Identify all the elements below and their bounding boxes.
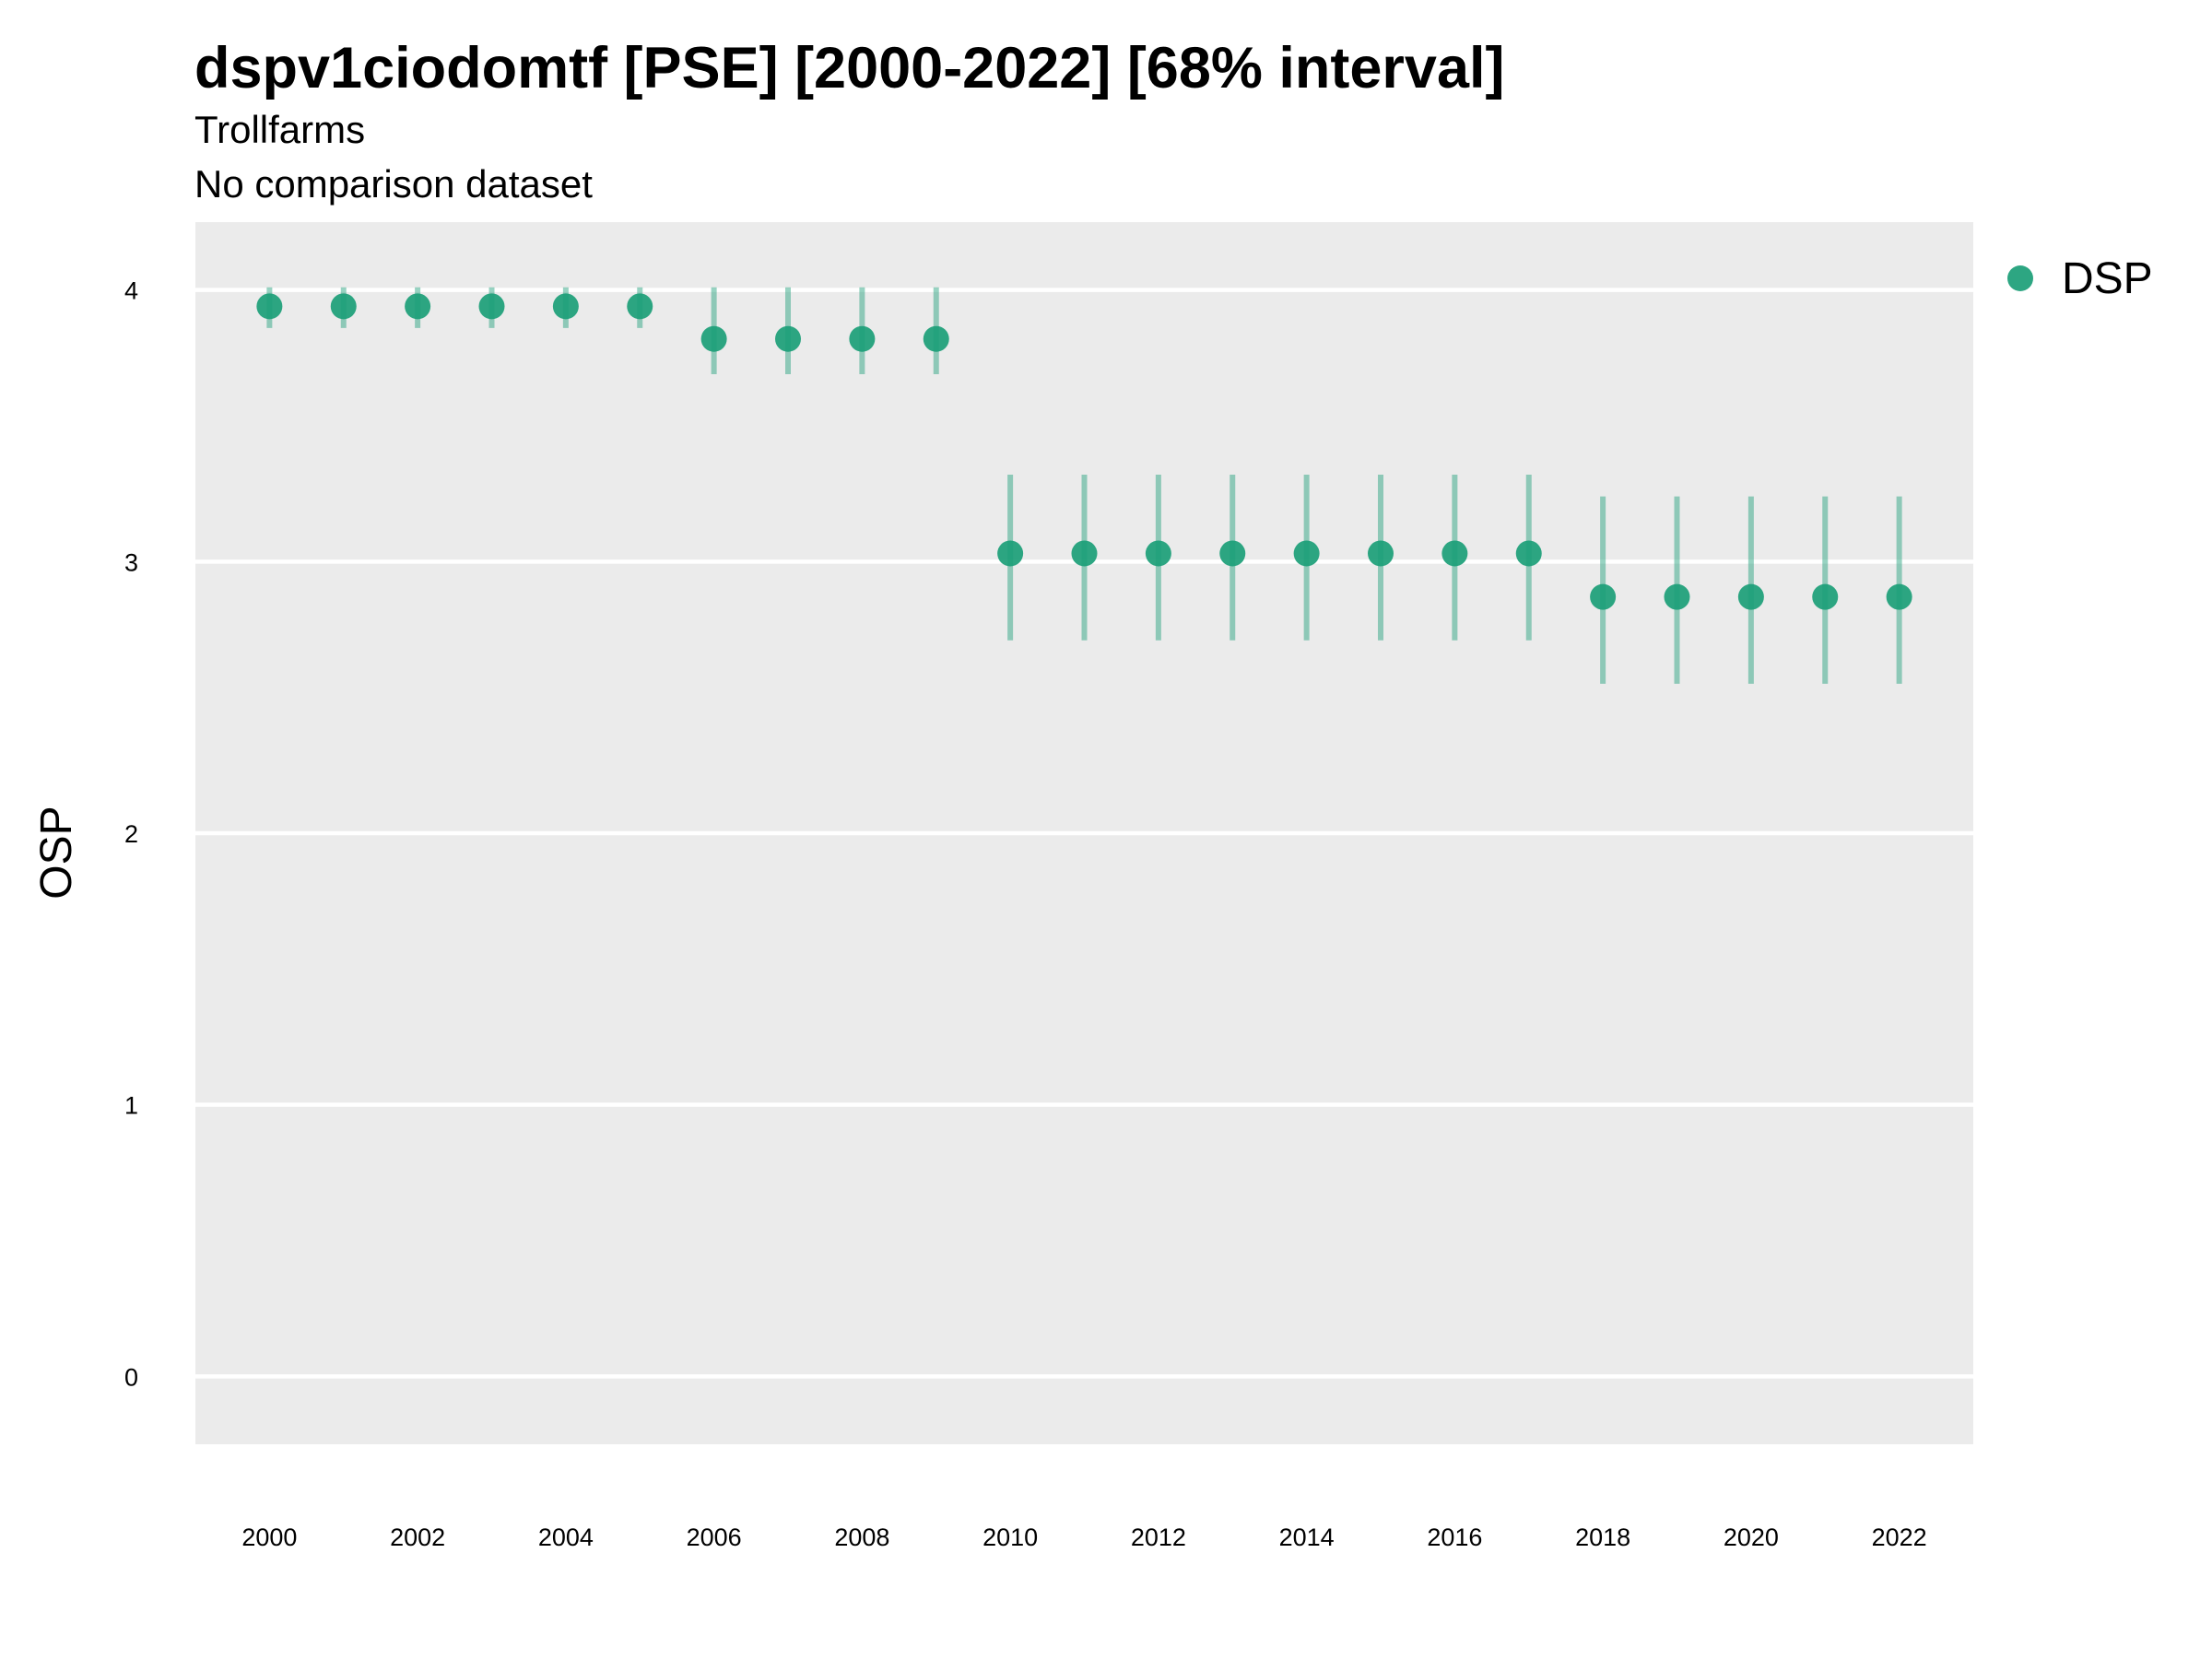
data-points	[256, 293, 1912, 610]
chart-caption: No comparison dataset	[194, 162, 593, 206]
data-point	[1441, 540, 1468, 567]
chart-title: dspv1ciodomtf [PSE] [2000-2022] [68% int…	[194, 36, 1504, 100]
legend-label-dsp: DSP	[2062, 254, 2153, 303]
legend: DSP	[2007, 254, 2153, 303]
y-axis-ticks: 0 1 2 3 4	[124, 277, 138, 1392]
data-point	[1145, 540, 1171, 567]
data-point	[1515, 540, 1542, 567]
x-tick-label: 2014	[1279, 1524, 1335, 1551]
data-point	[1590, 583, 1617, 610]
y-tick-label: 0	[124, 1363, 138, 1391]
data-point	[700, 325, 727, 352]
data-point	[1664, 583, 1690, 610]
legend-key-dsp	[2007, 265, 2033, 291]
y-tick-label: 3	[124, 548, 138, 576]
data-point	[405, 293, 431, 320]
data-point	[1886, 583, 1912, 610]
data-point	[330, 293, 357, 320]
data-point	[923, 325, 949, 352]
x-tick-label: 2016	[1427, 1524, 1482, 1551]
y-tick-label: 2	[124, 820, 138, 848]
x-tick-label: 2012	[1131, 1524, 1186, 1551]
y-axis-title: OSP	[32, 806, 81, 899]
data-point	[1219, 540, 1246, 567]
x-tick-label: 2020	[1724, 1524, 1779, 1551]
x-tick-label: 2002	[390, 1524, 445, 1551]
data-point	[997, 540, 1024, 567]
data-point	[478, 293, 505, 320]
x-tick-label: 2022	[1872, 1524, 1927, 1551]
data-point	[775, 325, 801, 352]
y-tick-label: 1	[124, 1092, 138, 1120]
data-point	[256, 293, 283, 320]
x-tick-label: 2004	[538, 1524, 594, 1551]
y-tick-label: 4	[124, 277, 138, 305]
data-point	[1293, 540, 1320, 567]
data-point	[627, 293, 653, 320]
x-tick-label: 2018	[1575, 1524, 1630, 1551]
data-point	[1737, 583, 1764, 610]
data-point	[849, 325, 876, 352]
data-point	[1812, 583, 1839, 610]
x-tick-label: 2000	[241, 1524, 297, 1551]
chart-subtitle: Trollfarms	[194, 108, 365, 151]
data-point	[1368, 540, 1394, 567]
x-tick-label: 2010	[982, 1524, 1038, 1551]
x-tick-label: 2008	[834, 1524, 889, 1551]
data-point	[552, 293, 579, 320]
x-axis-ticks: 2000 2002 2004 2006 2008 2010 2012 2014 2016 2018…	[241, 1524, 1926, 1551]
data-point	[1071, 540, 1098, 567]
x-tick-label: 2006	[687, 1524, 742, 1551]
